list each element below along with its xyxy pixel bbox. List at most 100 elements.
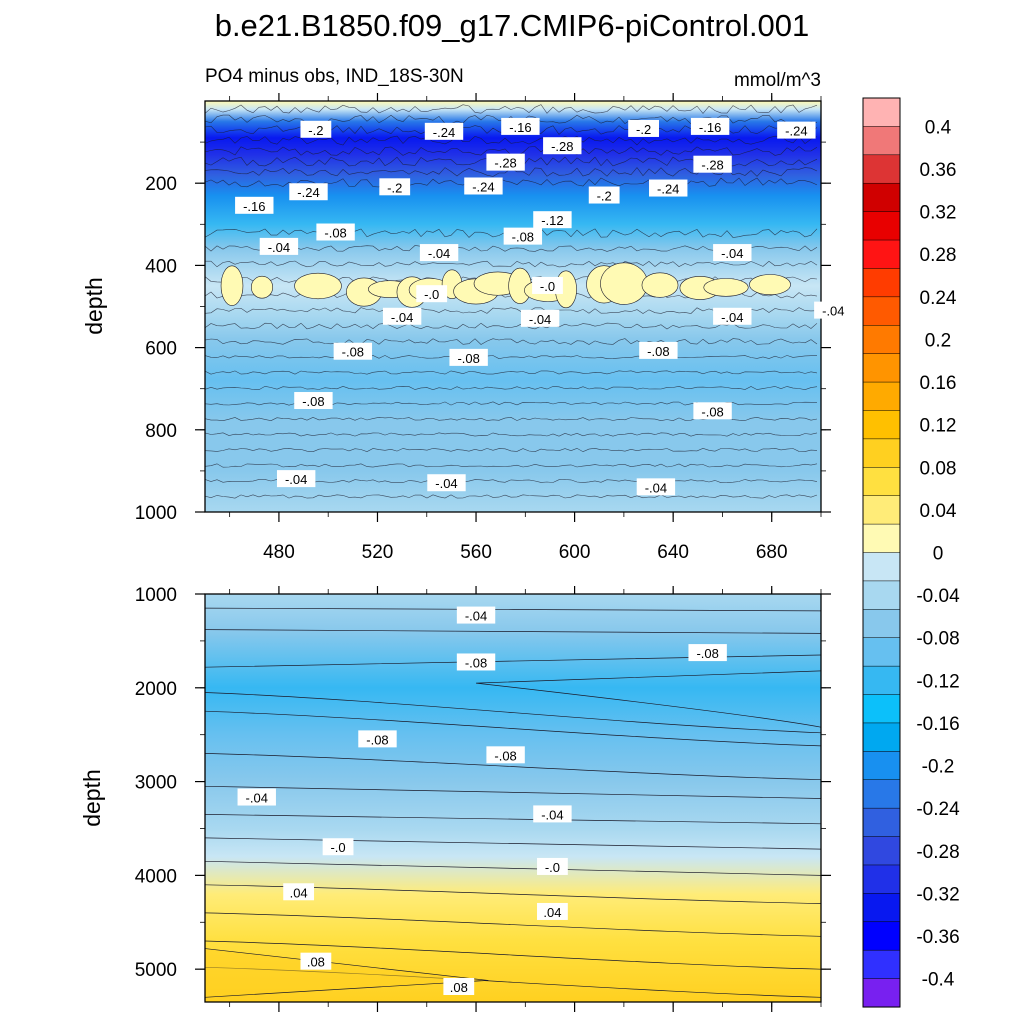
colorbar-label: 0.16	[920, 373, 957, 394]
colorbar-label: 0.4	[925, 117, 952, 138]
svg-text:-.0: -.0	[330, 840, 345, 855]
colorbar-swatch	[862, 296, 901, 326]
upper-contour-labels: -.2 -.24 -.16-.28-.2 -.16 -.24-.28 -.28-.16-.…	[235, 117, 853, 496]
svg-text:-.24: -.24	[657, 182, 679, 197]
contour-label: -.04	[713, 307, 752, 325]
svg-text:-.04: -.04	[721, 310, 743, 325]
colorbar-swatch	[862, 410, 901, 440]
colorbar-label: 0.08	[920, 458, 957, 479]
contour-label: -.16	[235, 196, 274, 214]
lower-ticks: 1000 2000 3000 4000 5000	[135, 585, 831, 1012]
colorbar-swatch	[862, 467, 901, 497]
svg-text:-.2: -.2	[597, 189, 612, 204]
upper-positive-anomaly-band	[220, 262, 791, 309]
colorbar: 0.4 0.36 0.32 0.28 0.24 0.2 0.16 0.12 0.08 0.04 0 -…	[862, 97, 960, 1008]
colorbar-label: -0.4	[922, 970, 955, 991]
lower-y-tick-label: 1000	[135, 585, 177, 606]
colorbar-swatch	[862, 495, 901, 525]
colorbar-swatch	[862, 97, 901, 127]
svg-text:-.2: -.2	[636, 122, 651, 137]
colorbar-label: 0	[933, 544, 944, 565]
contour-label: -.28	[693, 155, 732, 173]
svg-text:-.28: -.28	[701, 158, 723, 173]
contour-label: -.24	[777, 121, 816, 139]
svg-text:-.04: -.04	[428, 246, 450, 261]
svg-text:-.08: -.08	[696, 646, 718, 661]
upper-y-tick-label: 200	[145, 174, 177, 195]
contour-label: -.24	[289, 183, 328, 201]
colorbar-label: -0.28	[916, 842, 959, 863]
svg-text:-.04: -.04	[822, 304, 844, 319]
contour-label: -.04	[382, 307, 422, 325]
colorbar-label: -0.2	[922, 757, 955, 778]
svg-text:-.08: -.08	[324, 226, 346, 241]
svg-text:-.08: -.08	[302, 394, 324, 409]
svg-text:-.24: -.24	[785, 124, 807, 139]
contour-label: -.04	[427, 474, 466, 492]
colorbar-swatch	[862, 836, 901, 866]
contour-label: .04	[537, 902, 568, 920]
contour-label: -.2	[588, 186, 620, 204]
svg-text:-.04: -.04	[529, 312, 551, 327]
upper-y-tick-label: 1000	[135, 503, 177, 524]
colorbar-label: 0.32	[920, 203, 957, 224]
contour-label: -.04	[259, 237, 299, 255]
x-tick-label: 680	[756, 542, 788, 563]
colorbar-swatch	[862, 381, 901, 412]
panel-subtitle: PO4 minus obs, IND_18S-30N	[205, 66, 464, 87]
svg-text:.04: .04	[543, 905, 561, 920]
colorbar-label: -0.24	[916, 799, 960, 820]
svg-text:-.2: -.2	[308, 123, 323, 138]
lower-y-tick-label: 2000	[135, 679, 177, 700]
contour-label: -.08	[639, 341, 678, 359]
contour-label: -.08	[449, 348, 488, 366]
contour-label: -.0	[537, 857, 568, 875]
contour-label: -.04	[276, 470, 316, 488]
contour-label: -.12	[533, 211, 572, 229]
x-tick-label: 520	[362, 542, 394, 563]
upper-y-tick-label: 800	[145, 421, 177, 442]
contour-label: -.2	[379, 178, 411, 196]
colorbar-swatch	[862, 353, 901, 383]
lower-frame	[204, 593, 822, 1003]
colorbar-swatch	[862, 722, 901, 752]
svg-text:-.24: -.24	[472, 179, 494, 194]
colorbar-swatch	[862, 523, 901, 554]
colorbar-swatch	[862, 154, 901, 184]
contour-label: -.0	[322, 838, 354, 856]
contour-label: -.04	[636, 478, 676, 496]
contour-label: .08	[443, 977, 475, 995]
contour-label: -.04	[456, 606, 496, 624]
colorbar-label: 0.2	[925, 330, 951, 351]
svg-text:-.08: -.08	[342, 345, 364, 360]
lower-contour-labels: -.04 -.08 -.08 -.08 -.08 -.04 -.04 -.0 -.0 .04 .04…	[237, 606, 727, 995]
svg-text:-.28: -.28	[551, 139, 573, 154]
svg-text:-.16: -.16	[509, 120, 531, 135]
contour-label: -.08	[693, 402, 732, 420]
colorbar-label: 0.04	[920, 501, 957, 522]
contour-label: -.0	[416, 285, 448, 303]
colorbar-swatch	[862, 637, 901, 667]
svg-text:-.2: -.2	[387, 180, 402, 195]
colorbar-swatch	[862, 921, 901, 951]
contour-label: -.08	[486, 746, 525, 764]
colorbar-label: 0.24	[920, 288, 957, 309]
svg-text:.08: .08	[307, 955, 325, 970]
svg-text:-.12: -.12	[541, 213, 563, 228]
colorbar-swatch	[862, 978, 901, 1008]
contour-label: -.28	[543, 137, 582, 155]
colorbar-swatch	[862, 552, 901, 582]
colorbar-swatch	[862, 751, 901, 781]
svg-text:-.08: -.08	[366, 732, 388, 747]
colorbar-swatch	[862, 893, 901, 923]
colorbar-label: 0.12	[920, 416, 957, 437]
contour-label: -.04	[533, 805, 572, 823]
colorbar-swatch	[862, 665, 901, 696]
svg-text:-.08: -.08	[457, 351, 479, 366]
contour-label: .04	[283, 883, 315, 901]
colorbar-swatch	[862, 325, 901, 355]
contour-label: -.08	[688, 644, 727, 662]
colorbar-label: -0.08	[916, 629, 959, 650]
svg-text:-.08: -.08	[465, 655, 487, 670]
svg-text:-.04: -.04	[541, 807, 563, 822]
